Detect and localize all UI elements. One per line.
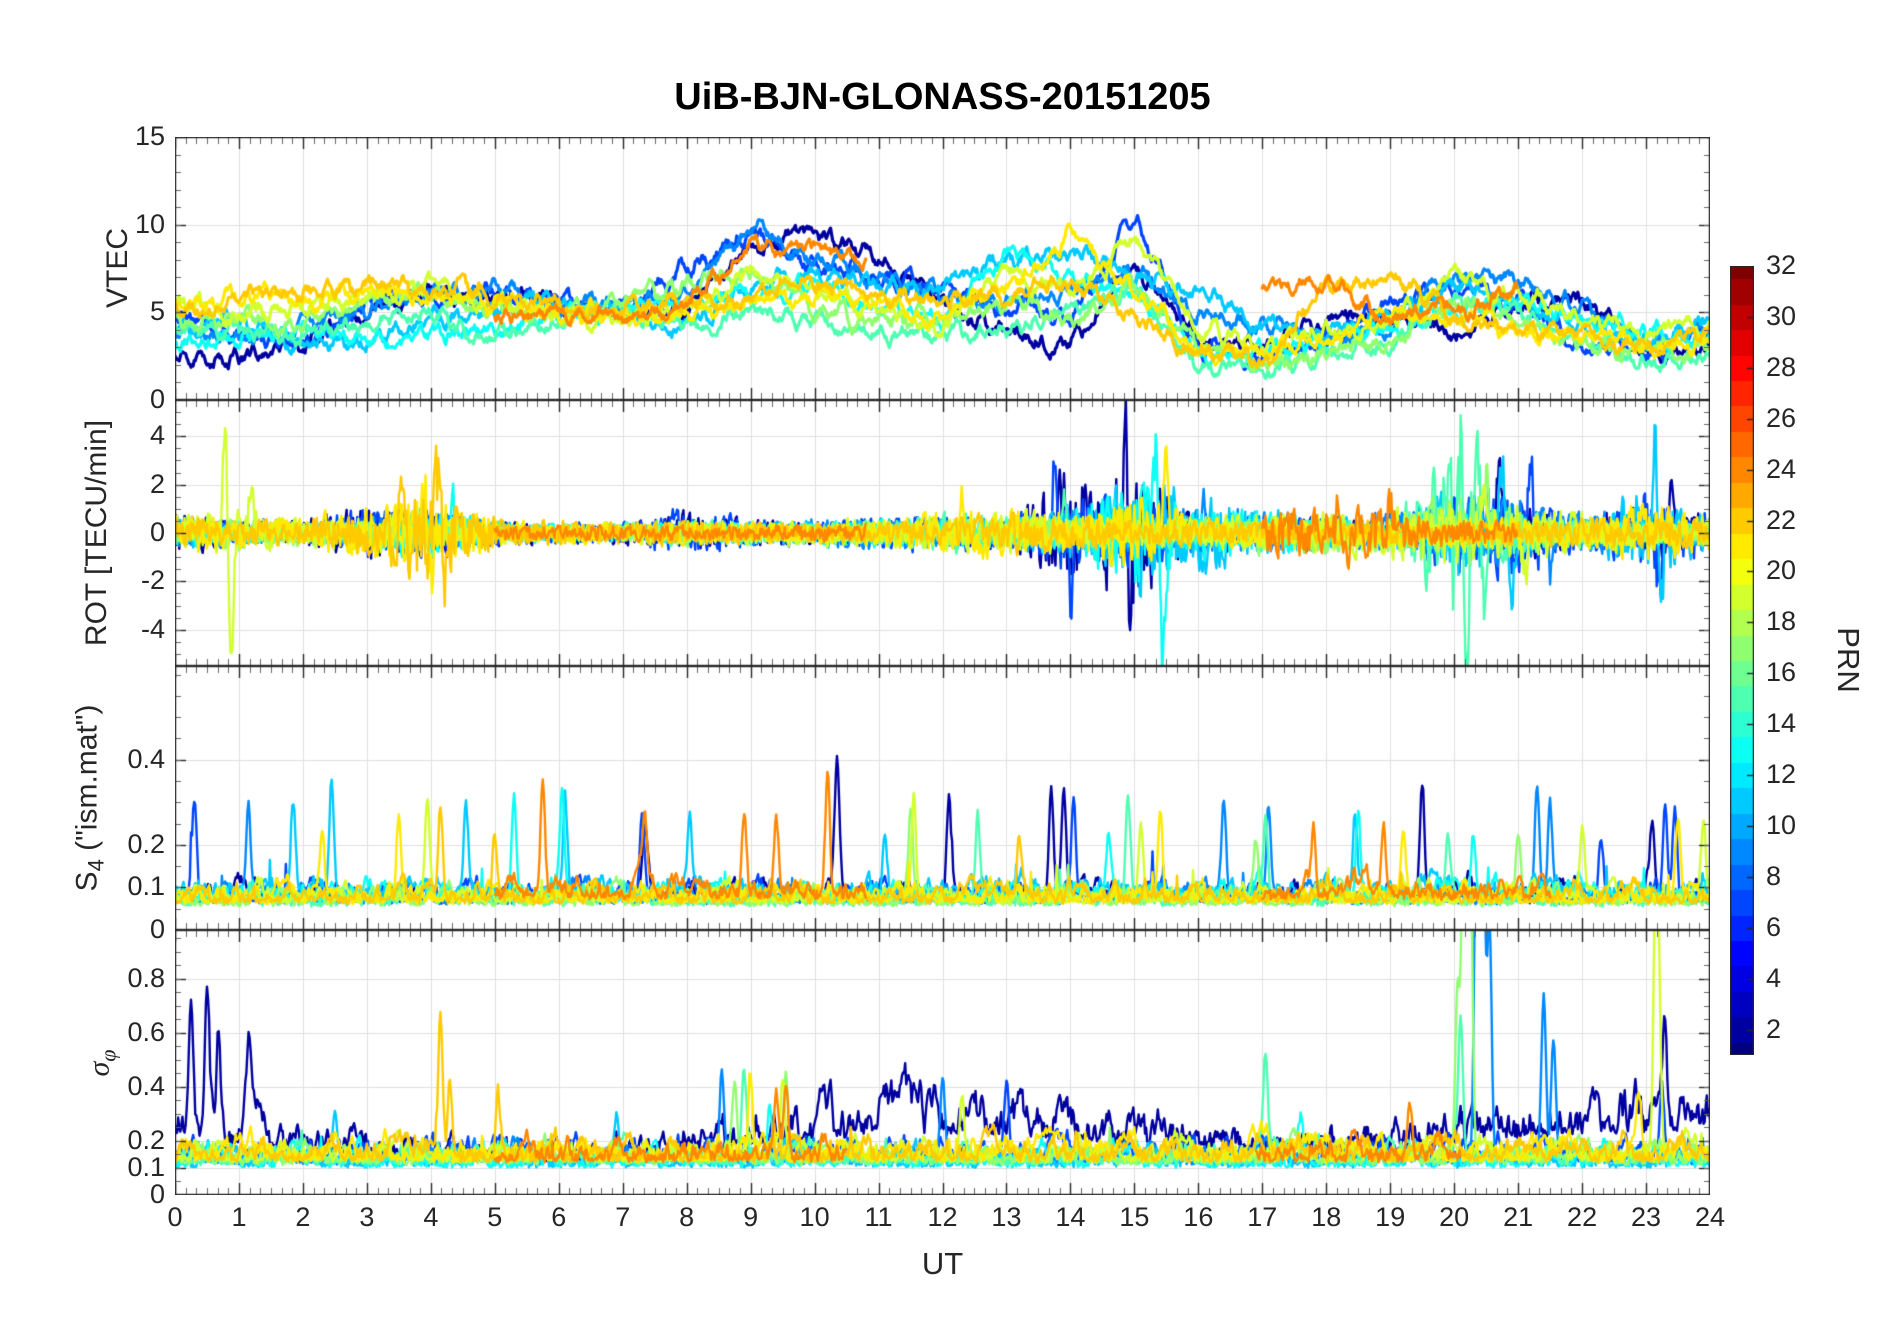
vtec-panel-canvas bbox=[175, 137, 1710, 400]
y-tick-label-sigma_phi: 0.6 bbox=[127, 1016, 165, 1047]
y-tick-label-rot: -4 bbox=[140, 613, 165, 644]
colorbar-tick-label: 14 bbox=[1766, 708, 1797, 739]
s4-axis-label: S4 ("ism.mat") bbox=[70, 704, 109, 892]
s4-panel-canvas bbox=[175, 666, 1710, 930]
x-tick-label: 9 bbox=[743, 1202, 759, 1232]
x-tick-label: 5 bbox=[487, 1202, 503, 1232]
x-tick-label: 23 bbox=[1631, 1202, 1662, 1232]
y-tick-label-s4: 0.2 bbox=[127, 828, 165, 859]
colorbar-tick-label: 26 bbox=[1766, 402, 1797, 433]
colorbar-label: PRN bbox=[1831, 627, 1866, 693]
x-tick-label: 21 bbox=[1503, 1202, 1534, 1232]
y-tick-label-s4: 0.1 bbox=[127, 871, 165, 902]
x-tick-label: 0 bbox=[167, 1202, 183, 1232]
colorbar-tick-label: 12 bbox=[1766, 759, 1797, 790]
x-tick-label: 15 bbox=[1119, 1202, 1150, 1232]
vtec-axis-label: VTEC bbox=[101, 227, 134, 309]
colorbar-tick-label: 22 bbox=[1766, 504, 1797, 535]
y-tick-label-vtec: 0 bbox=[149, 384, 165, 414]
x-tick-label: 18 bbox=[1311, 1202, 1342, 1232]
y-tick-label-sigma_phi: 0.2 bbox=[127, 1124, 165, 1155]
y-tick-label-vtec: 5 bbox=[149, 296, 165, 327]
x-tick-label: 8 bbox=[679, 1202, 695, 1232]
rot-panel-canvas bbox=[175, 400, 1710, 666]
x-tick-label: 16 bbox=[1183, 1202, 1214, 1232]
colorbar-tick-label: 4 bbox=[1766, 962, 1782, 993]
y-tick-label-sigma_phi: 0 bbox=[149, 1179, 165, 1209]
x-tick-label: 10 bbox=[799, 1202, 830, 1232]
y-tick-label-sigma_phi: 0.4 bbox=[127, 1070, 165, 1101]
x-axis-label: UT bbox=[921, 1246, 964, 1281]
x-tick-label: 14 bbox=[1055, 1202, 1086, 1232]
colorbar-tick-label: 16 bbox=[1766, 657, 1797, 688]
x-tick-label: 4 bbox=[423, 1202, 439, 1232]
y-tick-label-sigma_phi: 0.1 bbox=[127, 1151, 165, 1182]
colorbar-tick-label: 24 bbox=[1766, 453, 1797, 484]
x-tick-label: 2 bbox=[295, 1202, 311, 1232]
y-tick-label-s4: 0.4 bbox=[127, 743, 165, 774]
y-tick-label-rot: 2 bbox=[149, 468, 165, 499]
x-tick-label: 3 bbox=[359, 1202, 375, 1232]
colorbar-tick-label: 2 bbox=[1766, 1013, 1782, 1044]
y-tick-label-rot: -2 bbox=[140, 565, 165, 596]
sigma-phi-panel-canvas bbox=[175, 930, 1710, 1195]
x-tick-label: 24 bbox=[1694, 1202, 1726, 1232]
x-tick-label: 7 bbox=[615, 1202, 631, 1232]
colorbar-tick-label: 8 bbox=[1766, 860, 1782, 891]
x-tick-label: 20 bbox=[1439, 1202, 1470, 1232]
colorbar-tick-label: 32 bbox=[1766, 250, 1797, 280]
y-tick-label-sigma_phi: 0.8 bbox=[127, 962, 165, 993]
chart-title: UiB-BJN-GLONASS-20151205 bbox=[674, 76, 1211, 118]
x-tick-label: 6 bbox=[551, 1202, 567, 1232]
colorbar bbox=[1730, 266, 1754, 1055]
colorbar-tick-label: 18 bbox=[1766, 606, 1797, 637]
x-tick-label: 13 bbox=[991, 1202, 1022, 1232]
x-tick-label: 19 bbox=[1375, 1202, 1406, 1232]
x-tick-label: 11 bbox=[864, 1202, 893, 1232]
colorbar-tick-label: 30 bbox=[1766, 300, 1797, 331]
x-tick-label: 1 bbox=[231, 1202, 247, 1232]
x-tick-label: 17 bbox=[1247, 1202, 1278, 1232]
colorbar-tick-label: 10 bbox=[1766, 809, 1797, 840]
colorbar-tick-label: 6 bbox=[1766, 911, 1782, 942]
y-tick-label-s4: 0 bbox=[149, 914, 165, 944]
y-tick-label-vtec: 10 bbox=[134, 208, 165, 239]
x-tick-label: 22 bbox=[1567, 1202, 1598, 1232]
y-tick-label-rot: 4 bbox=[149, 420, 165, 451]
y-tick-label-vtec: 15 bbox=[134, 121, 165, 151]
colorbar-tick-label: 20 bbox=[1766, 555, 1797, 586]
x-tick-label: 12 bbox=[927, 1202, 958, 1232]
colorbar-tick-label: 28 bbox=[1766, 351, 1797, 382]
y-tick-label-rot: 0 bbox=[149, 517, 165, 547]
